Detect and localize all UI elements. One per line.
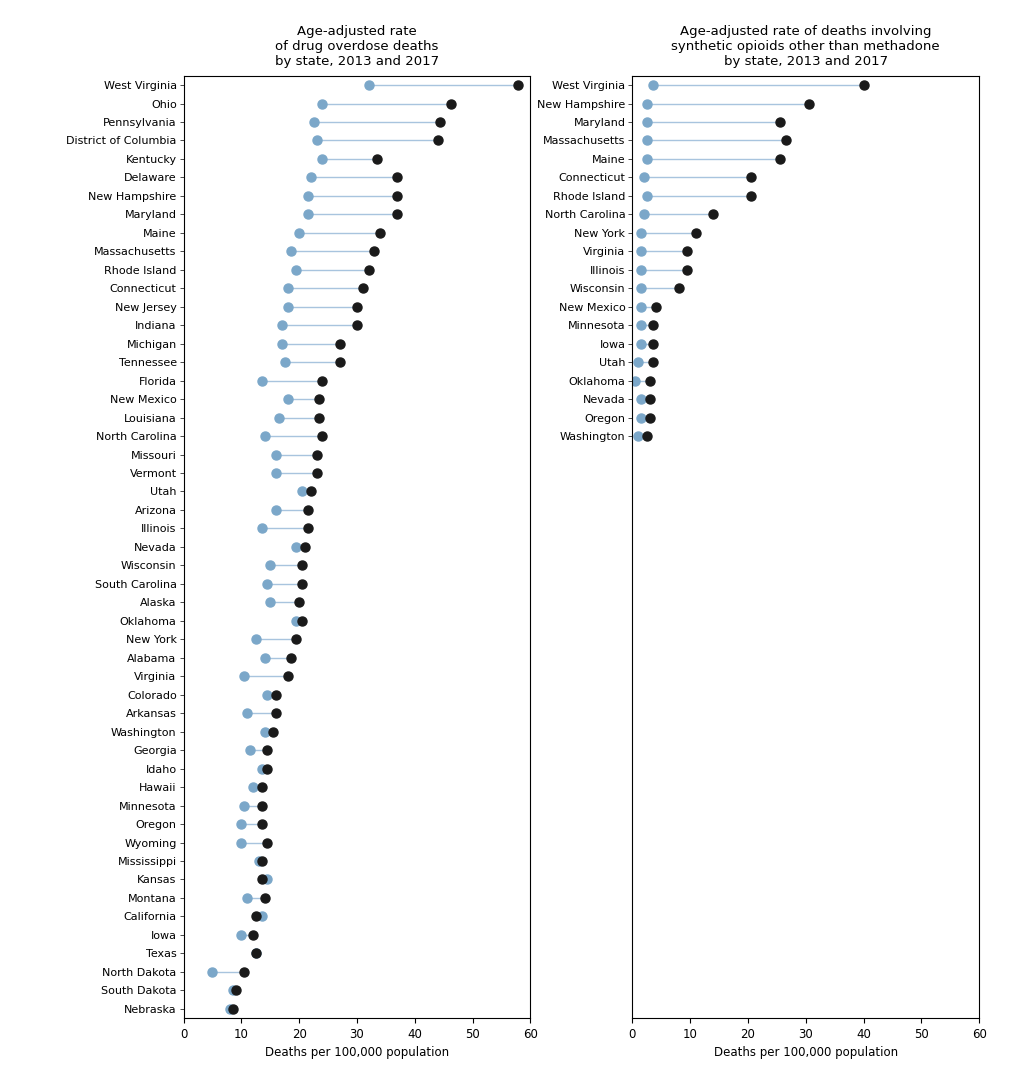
X-axis label: Deaths per 100,000 population: Deaths per 100,000 population <box>713 1046 897 1059</box>
Title: Age-adjusted rate
of drug overdose deaths
by state, 2013 and 2017: Age-adjusted rate of drug overdose death… <box>275 25 438 68</box>
X-axis label: Deaths per 100,000 population: Deaths per 100,000 population <box>265 1046 448 1059</box>
Title: Age-adjusted rate of deaths involving
synthetic opioids other than methadone
by : Age-adjusted rate of deaths involving sy… <box>671 25 940 68</box>
